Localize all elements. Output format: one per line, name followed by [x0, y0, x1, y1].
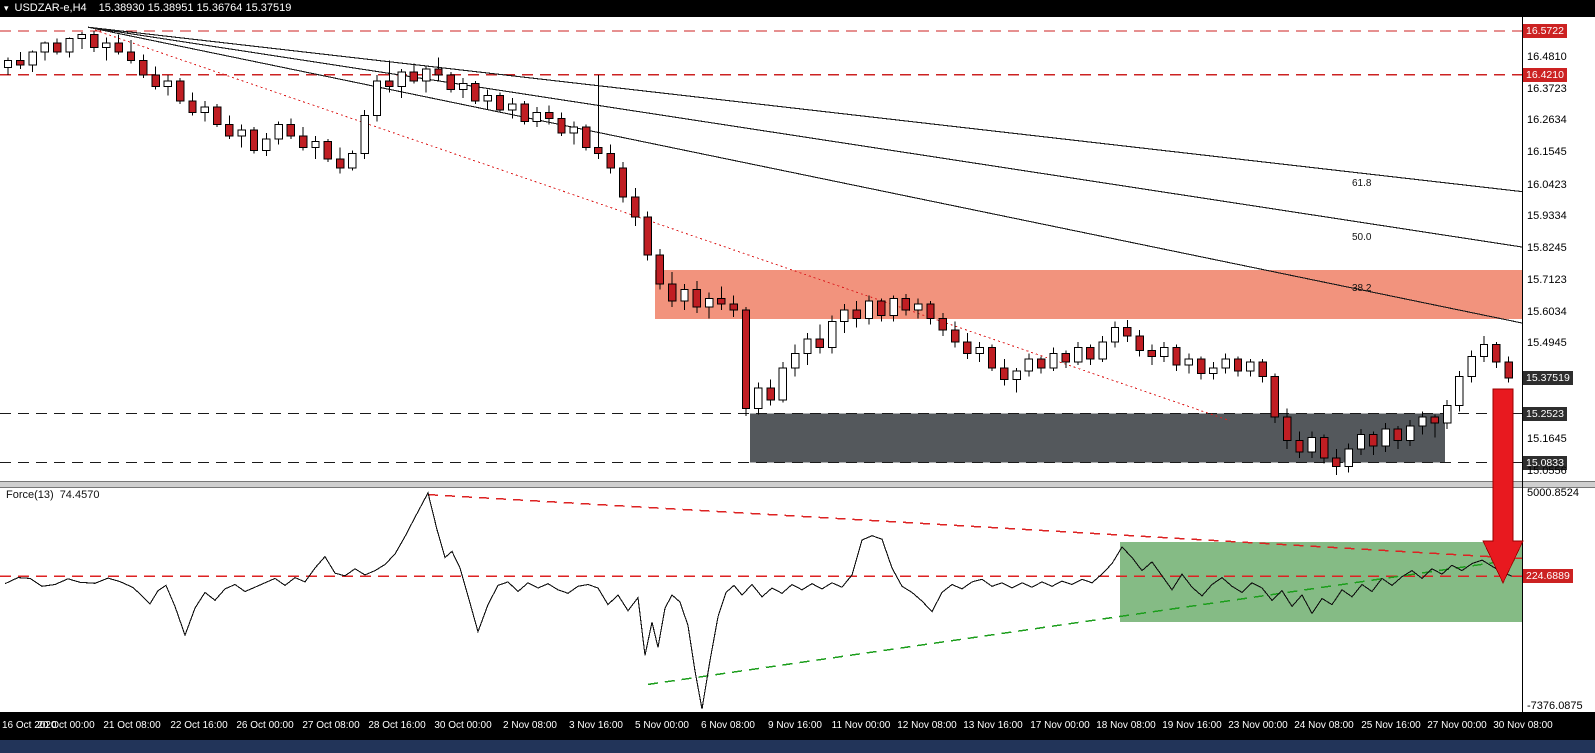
time-axis-label: 5 Nov 00:00: [635, 720, 689, 731]
time-axis-label: 19 Nov 16:00: [1162, 720, 1222, 731]
time-axis-label: 9 Nov 16:00: [768, 720, 822, 731]
axis-label: 15.9334: [1527, 210, 1567, 223]
axis-label: 15.0833: [1523, 455, 1567, 470]
axis-label: 15.0556: [1527, 464, 1567, 477]
fib-fan-label: 61.8: [1352, 178, 1372, 189]
indicator-label: Force(13) 74.4570: [6, 489, 105, 501]
axis-label: 15.1645: [1527, 433, 1567, 446]
resistance-zone[interactable]: [655, 269, 1522, 320]
down-arrow[interactable]: [1482, 388, 1524, 584]
descending-trendline[interactable]: [94, 29, 1231, 422]
time-axis-label: 24 Nov 08:00: [1294, 720, 1354, 731]
time-axis-label: 11 Nov 00:00: [831, 720, 891, 731]
time-axis-label: 26 Oct 00:00: [236, 720, 294, 731]
fib-fan-label: 50.0: [1352, 232, 1372, 243]
indicator-zone[interactable]: [1120, 541, 1522, 623]
fib-fan-ray[interactable]: [87, 26, 1523, 248]
time-axis-label: 23 Nov 00:00: [1228, 720, 1288, 731]
axis-label: 15.6034: [1527, 305, 1567, 318]
axis-label: -7376.0875: [1527, 700, 1583, 712]
time-axis-label: 2 Nov 08:00: [503, 720, 557, 731]
time-axis-label: 30 Oct 00:00: [434, 720, 492, 731]
axis-label: 15.37519: [1523, 370, 1573, 385]
axis-label: 15.2523: [1523, 406, 1567, 421]
fib-fan-ray[interactable]: [87, 26, 1523, 193]
time-axis-label: 12 Nov 08:00: [897, 720, 957, 731]
time-axis-label: 16 Oct 2020: [2, 720, 57, 731]
time-axis-label: 21 Oct 08:00: [103, 720, 161, 731]
axis-label: 15.8245: [1527, 241, 1567, 254]
axis-label: 5000.8524: [1527, 486, 1579, 499]
time-axis-label: 6 Nov 08:00: [701, 720, 755, 731]
time-axis-label: 28 Oct 16:00: [368, 720, 426, 731]
axis-label: 15.4945: [1527, 337, 1567, 350]
time-axis-label: 17 Nov 00:00: [1030, 720, 1090, 731]
axis-label: 224.6889: [1523, 569, 1573, 584]
fib-fan-label: 38.2: [1352, 283, 1372, 294]
axis-label: 16.1545: [1527, 145, 1567, 158]
time-axis-label: 30 Nov 08:00: [1493, 720, 1553, 731]
panel-divider[interactable]: [0, 481, 1595, 488]
symbol-timeframe: USDZAR-e,H4: [14, 2, 87, 14]
axis-label: 16.3723: [1527, 82, 1567, 95]
indicator-name: Force(13): [6, 489, 54, 501]
time-axis-label: 27 Oct 08:00: [302, 720, 360, 731]
time-axis-label: 18 Nov 08:00: [1096, 720, 1156, 731]
time-axis-label: 25 Nov 16:00: [1361, 720, 1421, 731]
indicator-value: 74.4570: [59, 489, 100, 501]
time-axis-label: 20 Oct 00:00: [37, 720, 95, 731]
axis-label: 16.5722: [1523, 23, 1567, 38]
force-ascending-trendline[interactable]: [647, 558, 1516, 686]
bottom-bar: [0, 740, 1595, 753]
force-index-line: [4, 491, 1513, 710]
time-axis-label: 3 Nov 16:00: [569, 720, 623, 731]
axis-label: 16.2634: [1527, 114, 1567, 127]
time-axis-label: 27 Nov 00:00: [1427, 720, 1487, 731]
axis-label: 16.4210: [1523, 67, 1567, 82]
axis-label: 16.4810: [1527, 51, 1567, 64]
price-axis[interactable]: 16.5722 16.4810 16.4210 16.3723 16.2634 16.15…: [1523, 0, 1595, 753]
fib-fan-ray[interactable]: [87, 26, 1523, 324]
time-axis-label: 13 Nov 16:00: [963, 720, 1023, 731]
support-zone[interactable]: [750, 413, 1445, 463]
axis-label: 15.7123: [1527, 274, 1567, 287]
axis-label: 16.0423: [1527, 178, 1567, 191]
time-axis[interactable]: 16 Oct 2020 20 Oct 00:00 21 Oct 08:00 22 Oc…: [0, 713, 1595, 740]
candlestick-series: [3, 30, 1513, 476]
force-descending-trendline[interactable]: [427, 493, 1523, 560]
time-axis-label: 22 Oct 16:00: [170, 720, 228, 731]
chart-marker-icon: ▾: [4, 3, 9, 13]
title-bar: ▾ USDZAR-e,H4 15.38930 15.38951 15.36764 1…: [0, 0, 1595, 17]
ohlc-readout: 15.38930 15.38951 15.36764 15.37519: [98, 2, 292, 14]
